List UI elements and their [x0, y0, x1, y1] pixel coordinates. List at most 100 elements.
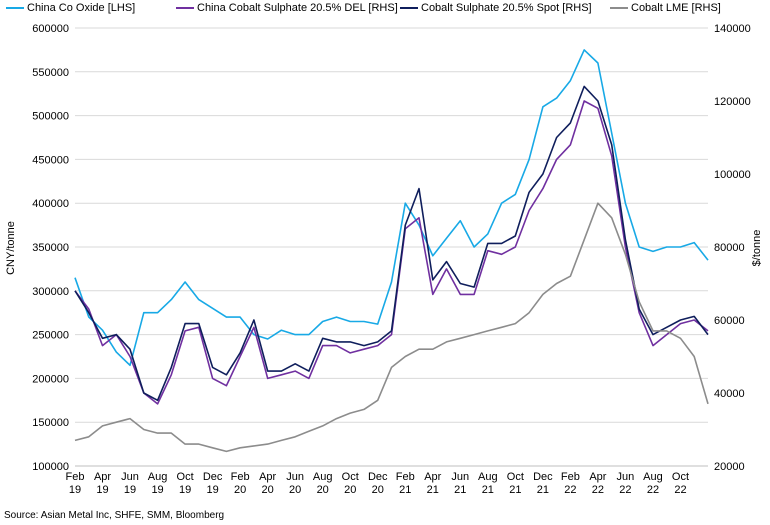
right-tick-label: 140000 — [714, 23, 751, 35]
x-tick-month: Feb — [231, 471, 250, 483]
x-tick-month: Dec — [368, 471, 388, 483]
x-tick-year: 19 — [179, 484, 191, 496]
left-tick-label: 250000 — [32, 330, 69, 342]
x-tick-month: Jun — [617, 471, 635, 483]
x-tick-month: Oct — [177, 471, 194, 483]
x-tick-year: 22 — [564, 484, 576, 496]
x-tick-month: Oct — [342, 471, 359, 483]
x-tick-month: Aug — [643, 471, 663, 483]
right-tick-label: 80000 — [714, 242, 745, 254]
x-tick-year: 19 — [206, 484, 218, 496]
left-tick-label: 450000 — [32, 154, 69, 166]
legend-swatch — [6, 7, 24, 10]
x-tick-year: 21 — [454, 484, 466, 496]
x-tick-year: 20 — [234, 484, 246, 496]
left-tick-label: 600000 — [32, 23, 69, 35]
legend-label: Cobalt LME [RHS] — [631, 2, 721, 14]
right-tick-label: 60000 — [714, 315, 745, 327]
x-tick-month: Aug — [313, 471, 333, 483]
x-tick-month: Aug — [478, 471, 498, 483]
series-layer — [74, 49, 709, 453]
x-tick-month: Oct — [672, 471, 689, 483]
x-tick-year: 20 — [344, 484, 356, 496]
left-tick-label: 150000 — [32, 417, 69, 429]
x-tick-month: Dec — [533, 471, 553, 483]
gridlines — [75, 27, 708, 467]
x-tick-year: 22 — [592, 484, 604, 496]
x-tick-year: 20 — [262, 484, 274, 496]
x-tick-year: 22 — [647, 484, 659, 496]
left-axis-ticks: 100000 150000 200000 250000 300000 350000 4000… — [32, 23, 69, 473]
right-tick-label: 120000 — [714, 96, 751, 108]
right-tick-label: 40000 — [714, 388, 745, 400]
x-tick-month: Jun — [286, 471, 304, 483]
series-line-0 — [74, 49, 709, 367]
x-tick-month: Apr — [259, 471, 276, 483]
x-tick-month: Feb — [66, 471, 85, 483]
x-tick-year: 22 — [674, 484, 686, 496]
x-tick-month: Jun — [451, 471, 469, 483]
legend-swatch — [176, 7, 194, 10]
x-tick-month: Dec — [203, 471, 223, 483]
legend-item: Cobalt Sulphate 20.5% Spot [RHS] — [400, 2, 592, 14]
x-tick-year: 22 — [619, 484, 631, 496]
legend-swatch — [610, 7, 628, 10]
right-axis-label: $/tonne — [751, 230, 763, 267]
x-tick-month: Aug — [148, 471, 168, 483]
x-tick-year: 20 — [289, 484, 301, 496]
x-tick-year: 20 — [317, 484, 329, 496]
left-tick-label: 100000 — [32, 461, 69, 473]
series-line-3 — [74, 202, 709, 453]
right-axis-ticks: 20000 40000 60000 80000 100000 120000 140000 — [714, 23, 751, 473]
x-tick-month: Apr — [589, 471, 606, 483]
x-tick-year: 21 — [537, 484, 549, 496]
x-axis-ticks: Feb19Apr19Jun19Aug19Oct19Dec19Feb20Apr20… — [66, 471, 690, 496]
legend-label: Cobalt Sulphate 20.5% Spot [RHS] — [421, 2, 592, 14]
left-tick-label: 350000 — [32, 242, 69, 254]
series-line-1 — [74, 100, 709, 405]
series-line-2 — [74, 85, 709, 402]
x-tick-month: Apr — [424, 471, 441, 483]
x-tick-year: 21 — [509, 484, 521, 496]
left-tick-label: 300000 — [32, 286, 69, 298]
x-tick-month: Apr — [94, 471, 111, 483]
x-tick-year: 19 — [124, 484, 136, 496]
left-tick-label: 500000 — [32, 111, 69, 123]
legend: China Co Oxide [LHS] China Cobalt Sulpha… — [0, 2, 770, 18]
legend-label: China Cobalt Sulphate 20.5% DEL [RHS] — [197, 2, 398, 14]
legend-item: Cobalt LME [RHS] — [610, 2, 721, 14]
source-note: Source: Asian Metal Inc, SHFE, SMM, Bloo… — [4, 510, 225, 521]
right-tick-label: 100000 — [714, 169, 751, 181]
x-tick-month: Jun — [121, 471, 139, 483]
legend-item: China Co Oxide [LHS] — [6, 2, 135, 14]
x-tick-year: 19 — [96, 484, 108, 496]
x-tick-year: 19 — [151, 484, 163, 496]
left-tick-label: 400000 — [32, 198, 69, 210]
x-tick-month: Oct — [507, 471, 524, 483]
legend-label: China Co Oxide [LHS] — [27, 2, 136, 14]
x-tick-year: 21 — [427, 484, 439, 496]
